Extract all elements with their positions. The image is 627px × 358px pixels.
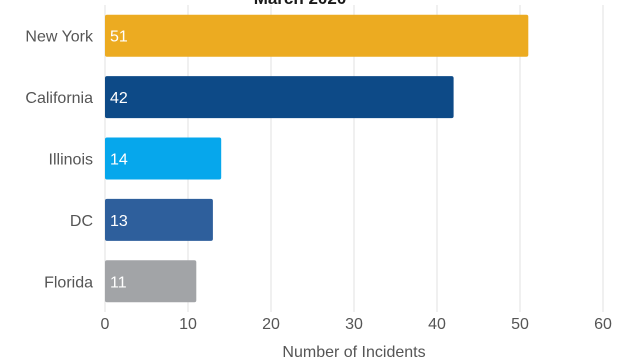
bar-california	[105, 76, 454, 119]
x-tick-label: 30	[345, 316, 363, 333]
bar-new-york	[105, 14, 529, 57]
category-label: Florida	[44, 274, 93, 291]
x-tick-label: 0	[101, 316, 110, 333]
bar-value-label: 11	[110, 274, 127, 291]
bar-florida	[105, 260, 197, 303]
bar-value-label: 14	[110, 152, 128, 169]
x-tick-label: 40	[428, 316, 446, 333]
x-tick-label: 50	[511, 316, 529, 333]
bar-value-label: 13	[110, 213, 128, 230]
bar-dc	[105, 198, 213, 241]
x-tick-label: 60	[594, 316, 612, 333]
bar-value-label: 42	[110, 90, 128, 107]
x-axis-title: Number of Incidents	[282, 344, 425, 358]
label-layer: 0 10 20 30 40 50 60 New York 51 California 42 Illin…	[25, 29, 612, 333]
category-label: Illinois	[49, 152, 93, 169]
category-label: New York	[25, 29, 94, 46]
bar-value-label: 51	[110, 29, 128, 46]
bar-illinois	[105, 137, 222, 180]
category-label: California	[25, 90, 93, 107]
x-tick-label: 10	[179, 316, 197, 333]
bar-layer	[105, 14, 529, 303]
chart-title: March 2020	[254, 0, 347, 8]
x-tick-label: 20	[262, 316, 280, 333]
category-label: DC	[70, 213, 93, 230]
